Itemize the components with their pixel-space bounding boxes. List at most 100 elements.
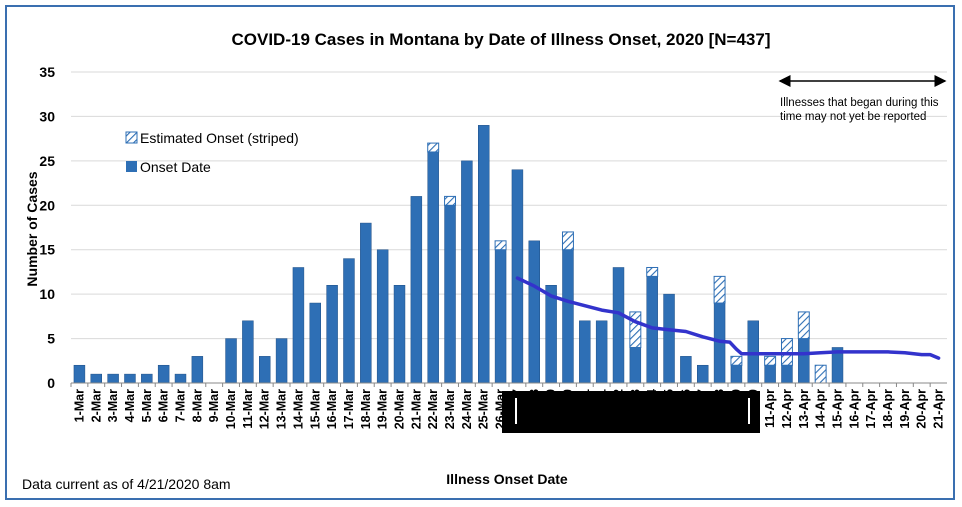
bar-onset-1-Mar — [73, 364, 86, 384]
bar-onset-13-Mar — [275, 338, 288, 384]
bar-onset-9-Apr — [730, 364, 743, 384]
y-tick-label: 35 — [39, 64, 55, 80]
bar-onset-28-Mar — [528, 240, 540, 384]
bar-onset-23-Mar — [444, 205, 456, 384]
y-axis-ticks: 0 5 10 15 20 25 30 35 — [39, 64, 55, 391]
bar-onset-7-Mar — [174, 373, 187, 384]
bar-onset-5-Mar — [141, 373, 153, 384]
y-axis-label: Number of Cases — [24, 171, 40, 286]
chart-frame: COVID-19 Cases in Montana by Date of Ill… — [5, 5, 955, 500]
bar-onset-11-Mar — [242, 320, 254, 384]
bar-estimated-26-Mar — [494, 240, 507, 251]
x-tick-label: 16-Mar — [325, 389, 339, 429]
bar-onset-1-Apr — [595, 320, 608, 384]
x-tick-label: 21-Mar — [409, 389, 423, 429]
bar-onset-12-Mar — [259, 356, 271, 384]
legend-swatch-striped — [125, 131, 138, 144]
y-tick-label: 20 — [39, 197, 55, 213]
gridlines — [71, 71, 947, 340]
x-tick-label: 25-Mar — [477, 389, 491, 429]
bar-estimated-4-Apr — [646, 266, 659, 277]
x-axis-label: Illness Onset Date — [446, 471, 568, 487]
x-tick-label: 20-Mar — [393, 389, 407, 429]
x-tick-label: 23-Mar — [443, 389, 457, 429]
bar-onset-6-Mar — [157, 364, 170, 384]
bar-estimated-11-Apr — [764, 355, 777, 366]
x-tick-label: 16-Apr — [847, 389, 861, 429]
bar-onset-18-Mar — [360, 222, 372, 384]
x-tick-label: 14-Mar — [291, 389, 305, 429]
bar-estimated-9-Apr — [730, 355, 743, 366]
x-tick-label: 21-Apr — [932, 389, 946, 429]
bar-onset-17-Mar — [343, 258, 355, 384]
bar-onset-11-Apr — [764, 364, 776, 384]
bar-onset-3-Apr — [629, 347, 642, 384]
legend: Estimated Onset (striped) Onset Date — [125, 130, 299, 175]
bar-onset-26-Mar — [494, 249, 507, 384]
x-tick-label: 11-Apr — [763, 389, 777, 428]
data-current-note: Data current as of 4/21/2020 8am — [22, 476, 231, 492]
y-tick-label: 10 — [39, 286, 55, 302]
bar-estimated-3-Apr — [629, 311, 642, 348]
overlay-line-group — [515, 276, 941, 360]
y-tick-label: 30 — [39, 108, 55, 124]
bar-onset-2-Mar — [90, 373, 102, 384]
bar-onset-16-Mar — [326, 285, 338, 384]
bar-onset-7-Apr — [697, 364, 709, 384]
bar-onset-13-Apr — [798, 338, 810, 384]
chart-title: COVID-19 Cases in Montana by Date of Ill… — [232, 30, 771, 49]
bar-onset-19-Mar — [376, 249, 389, 384]
bar-onset-24-Mar — [461, 160, 473, 384]
x-tick-label: 14-Apr — [814, 389, 828, 429]
x-tick-label: 12-Apr — [780, 389, 794, 429]
legend-swatch-solid — [126, 161, 137, 172]
bar-onset-4-Mar — [124, 373, 136, 384]
x-tick-label: 1-Mar — [72, 389, 86, 422]
x-axis-ticks: 1-Mar 2-Mar 3-Mar 4-Mar 5-Mar 6-Mar 7-Mar 8-Mar… — [70, 383, 946, 429]
legend-label-solid: Onset Date — [140, 159, 211, 175]
x-tick-label: 15-Mar — [308, 389, 322, 429]
x-tick-label: 18-Mar — [359, 389, 373, 429]
x-tick-label: 2-Mar — [89, 389, 103, 422]
x-tick-label: 17-Mar — [342, 389, 356, 429]
bar-onset-10-Apr — [747, 320, 759, 384]
x-tick-label: 12-Mar — [258, 389, 272, 429]
x-tick-label: 24-Mar — [460, 389, 474, 429]
y-tick-label: 5 — [47, 331, 55, 347]
x-tick-label: 7-Mar — [174, 389, 188, 422]
x-tick-label: 18-Apr — [881, 389, 895, 429]
x-tick-label: 13-Mar — [275, 389, 289, 429]
bar-onset-22-Mar — [427, 151, 439, 384]
bar-estimated-8-Apr — [713, 275, 726, 304]
y-tick-label: 25 — [39, 153, 55, 169]
legend-label-striped: Estimated Onset (striped) — [140, 130, 299, 146]
bar-onset-10-Mar — [225, 338, 237, 384]
x-tick-label: 9-Mar — [207, 389, 221, 422]
x-tick-label: 8-Mar — [190, 389, 204, 422]
x-tick-label: 22-Mar — [426, 389, 440, 429]
bar-onset-14-Mar — [292, 267, 305, 384]
bar-onset-12-Apr — [781, 364, 793, 384]
x-tick-label: 6-Mar — [157, 389, 171, 422]
annotation-line-1: Illnesses that began during this — [780, 97, 939, 109]
bar-onset-8-Mar — [191, 356, 204, 384]
bar-estimated-13-Apr — [797, 311, 810, 340]
x-tick-label: 10-Mar — [224, 389, 238, 429]
x-tick-label: 17-Apr — [864, 389, 878, 429]
chart-svg: COVID-19 Cases in Montana by Date of Ill… — [22, 30, 947, 492]
x-tick-label: 19-Apr — [898, 389, 912, 429]
y-tick-label: 15 — [39, 242, 55, 258]
x-tick-label: 13-Apr — [797, 389, 811, 429]
bar-onset-21-Mar — [410, 196, 423, 384]
bar-onset-20-Mar — [393, 285, 406, 384]
redaction-box — [502, 391, 760, 433]
bar-onset-31-Mar — [579, 320, 591, 384]
x-tick-label: 11-Mar — [241, 389, 255, 429]
overlay-trend-line — [515, 276, 941, 360]
y-tick-label: 0 — [47, 375, 55, 391]
bar-onset-5-Apr — [663, 293, 675, 384]
annotation: Illnesses that began during this time ma… — [778, 75, 947, 123]
x-tick-label: 4-Mar — [123, 389, 137, 422]
bar-onset-2-Apr — [612, 267, 625, 384]
bar-estimated-12-Apr — [780, 338, 793, 366]
